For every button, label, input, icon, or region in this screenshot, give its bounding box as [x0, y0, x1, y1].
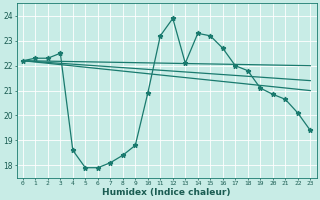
- X-axis label: Humidex (Indice chaleur): Humidex (Indice chaleur): [102, 188, 231, 197]
